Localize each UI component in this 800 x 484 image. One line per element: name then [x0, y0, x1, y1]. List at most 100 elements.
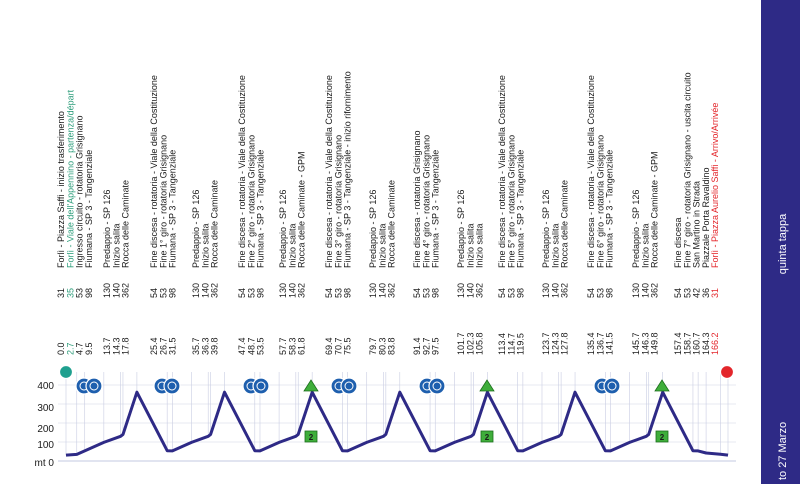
- altitude-value: 362: [475, 283, 485, 298]
- altitude-value: 362: [210, 283, 220, 298]
- altitude-value: 53: [333, 288, 343, 298]
- mountain-sprint-icon: [654, 379, 670, 392]
- stage-point-description: Inizio salita: [287, 223, 297, 268]
- km-value: 70.7: [333, 337, 343, 355]
- altitude-value: 35: [65, 288, 75, 298]
- stage-point-description: Forlì - Piazza Aurelio Saffi - Arrivo/Ar…: [710, 103, 720, 268]
- altitude-value: 140: [550, 283, 560, 298]
- feed-zone-icon: [75, 377, 103, 395]
- km-value: 123.7: [541, 332, 551, 355]
- stage-point-description: Fine 7° giro - rotatoria Grisignano - us…: [682, 72, 692, 268]
- altitude-value: 98: [605, 288, 615, 298]
- altitude-value: 54: [237, 288, 247, 298]
- km-value: 124.3: [550, 332, 560, 355]
- km-value: 61.8: [297, 337, 307, 355]
- y-label-200: 200: [37, 424, 54, 435]
- km-value: 69.4: [324, 337, 334, 355]
- km-value: 136.7: [595, 332, 605, 355]
- stage-point-description: Rocca delle Caminate: [387, 180, 397, 268]
- km-value: 141.5: [605, 332, 615, 355]
- mountain-sprint-icon: [479, 379, 495, 392]
- km-value: 47.4: [237, 337, 247, 355]
- km-column: 0.0 2.7 4.7 9.5 13.7 14.3 17.8 25.4 26.7 31.5 35.7…: [56, 332, 720, 355]
- altitude-value: 98: [343, 288, 353, 298]
- stage-point-description: Fine discesa - rotatoria - Viale della C…: [237, 75, 247, 268]
- stage-label: quinta tappa: [777, 213, 789, 274]
- finish-marker: [719, 364, 735, 380]
- km-value: 57.7: [278, 337, 288, 355]
- stage-point-description: Rocca delle Caminate - GPM: [297, 151, 307, 268]
- stage-point-description: Piazzale Porta Ravaldino: [701, 167, 711, 268]
- category-badge: [655, 430, 669, 443]
- km-value: 101.7: [456, 332, 466, 355]
- altitude-value: 36: [701, 288, 711, 298]
- feed-zone-icon: [593, 377, 621, 395]
- km-value: 119.5: [516, 333, 526, 355]
- km-value: 0.0: [56, 342, 66, 355]
- stage-point-description: Inizio salita: [475, 223, 485, 268]
- stage-point-description: Predappio - SP 126: [368, 190, 378, 268]
- y-label-0: mt 0: [35, 458, 55, 469]
- altitude-value: 42: [692, 288, 702, 298]
- km-value: 17.8: [121, 337, 131, 355]
- altitude-value: 53: [595, 288, 605, 298]
- altitude-profile: 400 300 200 100 mt 0 2 2 2: [35, 364, 736, 469]
- feed-zone-icon: [242, 377, 270, 395]
- stage-point-description: Predappio - SP 126: [541, 190, 551, 268]
- altitude-value: 54: [673, 288, 683, 298]
- km-value: 114.7: [506, 333, 516, 355]
- stage-point-description: Fine 2° giro - rotatoria Grisignano: [246, 135, 256, 268]
- km-value: 160.7: [692, 332, 702, 355]
- altitude-value: 130: [368, 283, 378, 298]
- km-value: 31.5: [168, 337, 178, 355]
- altitude-value: 362: [297, 283, 307, 298]
- altitude-value: 53: [246, 288, 256, 298]
- category-badge-label: 2: [660, 433, 665, 442]
- stage-point-description: Rocca delle Caminate - GPM: [650, 151, 660, 268]
- altitude-value: 53: [421, 288, 431, 298]
- stage-point-description: Rocca delle Caminate: [121, 180, 131, 268]
- altitude-value: 140: [111, 283, 121, 298]
- km-value: 92.7: [421, 337, 431, 355]
- altitude-value: 130: [102, 283, 112, 298]
- stage-point-description: Fine 4° giro - rotatoria Grisignano: [421, 135, 431, 268]
- stage-point-description: Ingresso circuito - rotatoria Grisignano: [75, 115, 85, 268]
- y-label-300: 300: [37, 403, 54, 414]
- altitude-value: 140: [287, 283, 297, 298]
- km-value: 146.3: [640, 332, 650, 355]
- altitude-value: 53: [682, 288, 692, 298]
- km-value: 36.3: [200, 337, 210, 355]
- stage-point-description: Predappio - SP 126: [456, 190, 466, 268]
- km-value: 127.8: [560, 332, 570, 355]
- date-label: to 27 Marzo: [777, 422, 789, 480]
- stage-point-description: Fiumana - SP 3 - Tangenziale - inizio ri…: [343, 71, 353, 268]
- altitude-value: 53: [506, 288, 516, 298]
- stage-point-description: Fiumana - SP 3 - Tangenziale: [516, 150, 526, 268]
- altitude-value: 53: [75, 288, 85, 298]
- km-value: 102.3: [465, 332, 475, 355]
- stage-point-description: Fiumana - SP 3 - Tangenziale: [605, 150, 615, 268]
- altitude-value: 98: [84, 288, 94, 298]
- km-value: 157.4: [673, 332, 683, 355]
- altitude-value: 54: [324, 288, 334, 298]
- altitude-value: 140: [377, 283, 387, 298]
- stage-point-description: Fiumana - SP 3 - Tangenziale: [431, 150, 441, 268]
- altitude-value: 31: [710, 288, 720, 298]
- stage-point-description: Fine discesa - rotatoria Grisignano: [412, 130, 422, 268]
- km-value: 25.4: [149, 337, 159, 355]
- km-value: 58.3: [287, 337, 297, 355]
- km-value: 145.7: [631, 332, 641, 355]
- altitude-value: 130: [631, 283, 641, 298]
- stage-point-description: Inizio salita: [200, 223, 210, 268]
- stage-point-description: Inizio salita: [111, 223, 121, 268]
- altitude-value: 54: [586, 288, 596, 298]
- stage-point-description: Inizio salita: [550, 223, 560, 268]
- altitude-value: 130: [456, 283, 466, 298]
- km-value: 39.8: [210, 337, 220, 355]
- altitude-value: 98: [516, 288, 526, 298]
- stage-point-description: Fine discesa - rotatoria - Viale della C…: [497, 75, 507, 268]
- km-value: 113.4: [497, 333, 507, 355]
- stage-point-description: Inizio salita: [377, 223, 387, 268]
- altitude-value: 140: [200, 283, 210, 298]
- km-value: 26.7: [158, 337, 168, 355]
